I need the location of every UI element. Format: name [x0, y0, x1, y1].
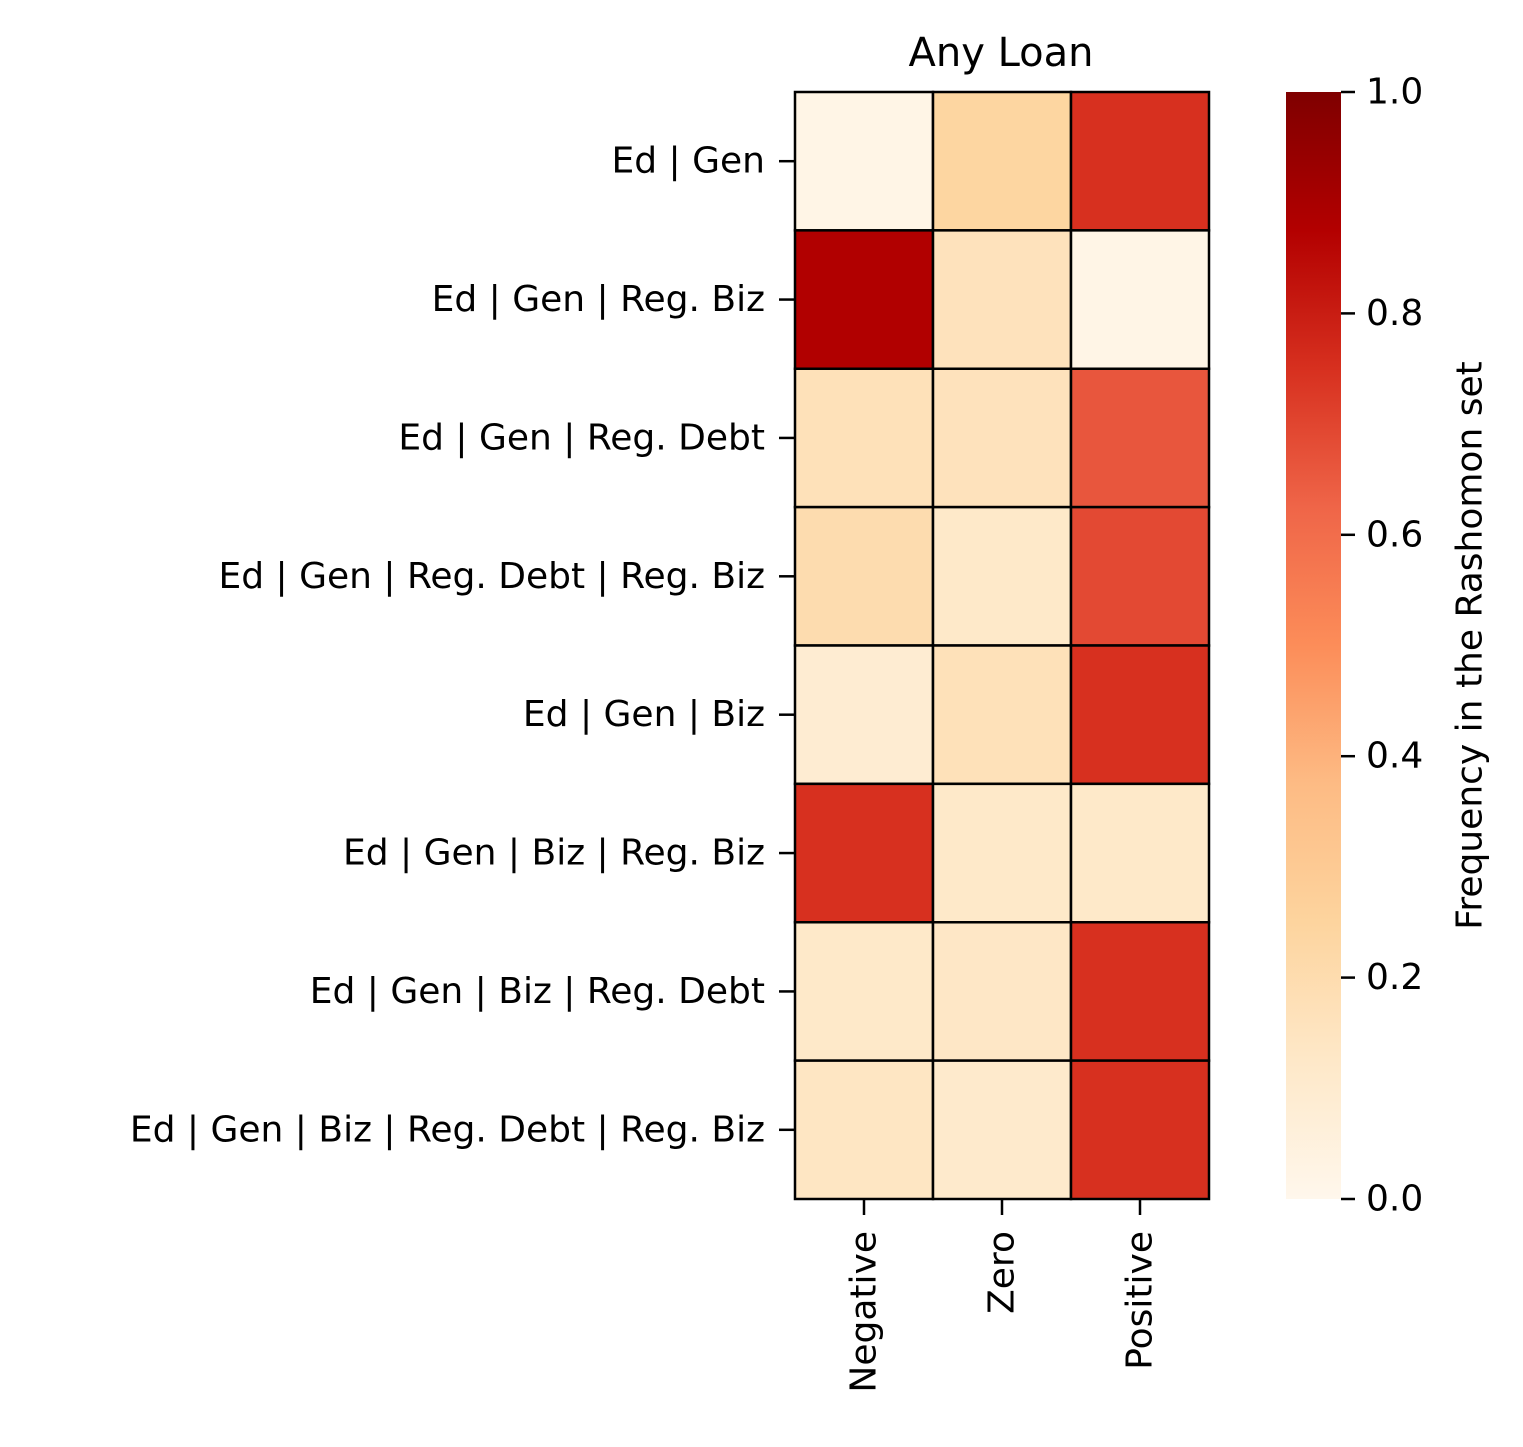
- row-label: Ed | Gen | Biz | Reg. Debt: [310, 971, 765, 1012]
- heatmap-cell: [793, 229, 935, 370]
- heatmap-cell: [931, 90, 1073, 232]
- colorbar-tick-label: 0.8: [1366, 293, 1423, 334]
- colorbar: 0.0 0.2 0.4 0.6 0.8 1.0 Frequency in the Rasho…: [1286, 72, 1491, 1220]
- column-label: Zero: [982, 1231, 1023, 1314]
- heatmap-cell: [1069, 644, 1211, 786]
- column-label: Negative: [844, 1231, 885, 1393]
- heatmap-cell: [793, 921, 935, 1062]
- chart-title: Any Loan: [908, 30, 1093, 76]
- row-labels: Ed | Gen Ed | Gen | Reg. Biz Ed | Gen | Re…: [130, 141, 795, 1150]
- colorbar-gradient: [1286, 92, 1341, 1199]
- heatmap-cell: [793, 505, 935, 647]
- heatmap-cells: [793, 90, 1211, 1201]
- heatmap-cell: [1069, 90, 1211, 232]
- heatmap-cell: [931, 644, 1073, 786]
- colorbar-tick-label: 0.6: [1366, 514, 1423, 555]
- colorbar-tick-label: 0.0: [1366, 1179, 1423, 1220]
- colorbar-tick-label: 1.0: [1366, 72, 1423, 113]
- heatmap-cell: [1069, 782, 1211, 924]
- heatmap-cell: [931, 921, 1073, 1062]
- colorbar-label: Frequency in the Rashomon set: [1450, 361, 1491, 929]
- row-label: Ed | Gen | Biz: [523, 694, 765, 735]
- row-label: Ed | Gen | Reg. Debt | Reg. Biz: [218, 556, 765, 597]
- row-label: Ed | Gen | Biz | Reg. Debt | Reg. Biz: [130, 1109, 765, 1150]
- heatmap-cell: [793, 90, 935, 232]
- heatmap-cell: [1069, 1059, 1211, 1201]
- heatmap-cell: [931, 505, 1073, 647]
- heatmap-cell: [931, 229, 1073, 370]
- heatmap-cell: [793, 367, 935, 509]
- colorbar-tick-label: 0.2: [1366, 957, 1423, 998]
- heatmap-cell: [1069, 505, 1211, 647]
- row-label: Ed | Gen | Reg. Debt: [398, 417, 765, 458]
- row-label: Ed | Gen | Reg. Biz: [432, 279, 765, 320]
- column-labels: Negative Zero Positive: [844, 1199, 1161, 1393]
- heatmap-cell: [931, 367, 1073, 509]
- row-label: Ed | Gen: [612, 141, 765, 182]
- heatmap-cell: [793, 782, 935, 924]
- heatmap-cell: [931, 1059, 1073, 1201]
- heatmap-cell: [1069, 921, 1211, 1062]
- heatmap-cell: [1069, 367, 1211, 509]
- heatmap-cell: [793, 644, 935, 786]
- heatmap-cell: [1069, 229, 1211, 370]
- colorbar-tick-label: 0.4: [1366, 736, 1423, 777]
- heatmap-cell: [793, 1059, 935, 1201]
- row-label: Ed | Gen | Biz | Reg. Biz: [343, 833, 765, 874]
- column-label: Positive: [1120, 1231, 1161, 1370]
- heatmap-cell: [931, 782, 1073, 924]
